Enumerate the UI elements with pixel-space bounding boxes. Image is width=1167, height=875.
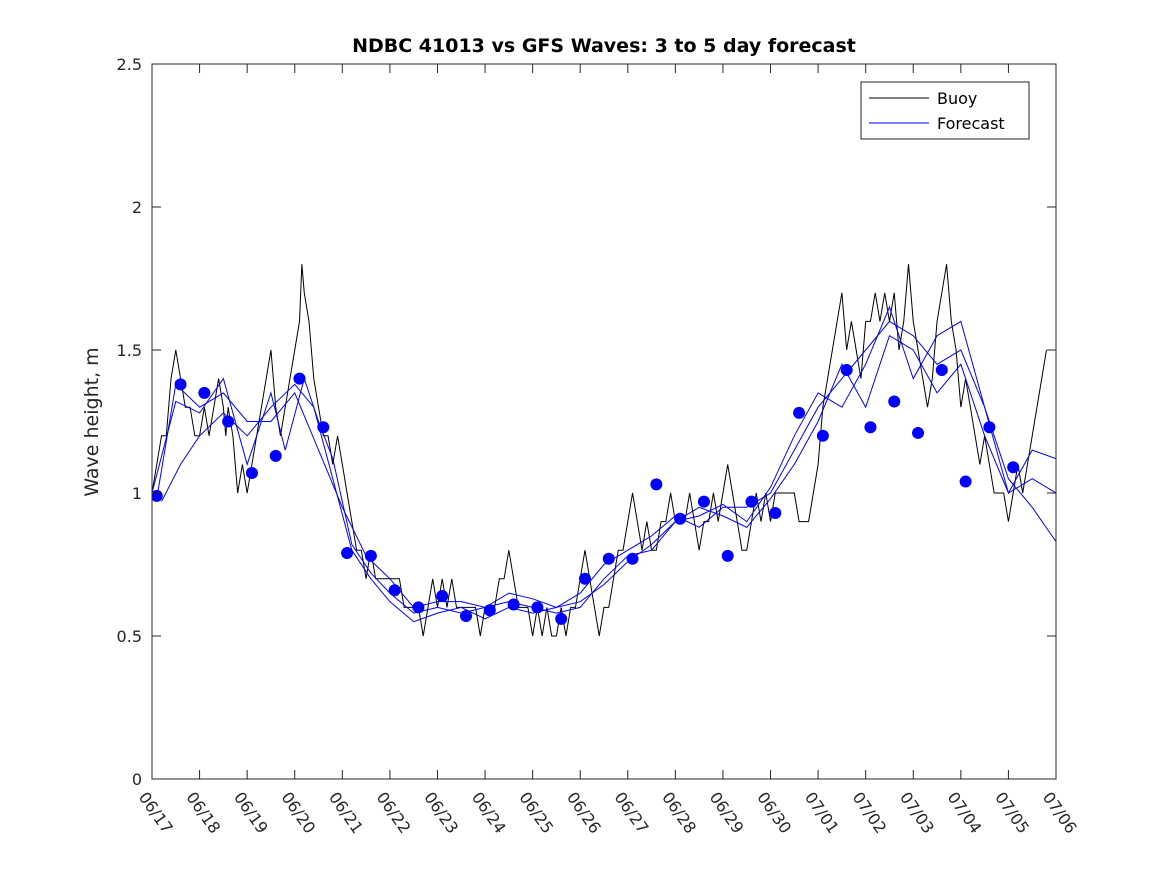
forecast-series-line-1 xyxy=(152,334,1056,614)
forecast-marker-32 xyxy=(912,426,925,439)
forecast-marker-9 xyxy=(364,549,377,562)
y-tick-label-2: 1 xyxy=(132,484,142,503)
y-axis-label: Wave height, m xyxy=(81,347,103,496)
forecast-marker-2 xyxy=(198,386,211,399)
forecast-marker-4 xyxy=(245,466,258,479)
forecast-series-line-3 xyxy=(156,305,1056,608)
y-tick-label-3: 1.5 xyxy=(117,341,142,360)
forecast-marker-8 xyxy=(341,547,354,560)
forecast-marker-17 xyxy=(555,612,568,625)
forecast-marker-29 xyxy=(840,364,853,377)
forecast-marker-18 xyxy=(578,572,591,585)
y-tick-label-0: 0 xyxy=(132,770,142,789)
forecast-marker-0 xyxy=(152,489,163,502)
forecast-marker-5 xyxy=(269,449,282,462)
forecast-marker-28 xyxy=(816,429,829,442)
forecast-marker-21 xyxy=(650,478,663,491)
forecast-marker-1 xyxy=(174,378,187,391)
buoy-series-line xyxy=(152,264,1047,637)
forecast-marker-7 xyxy=(317,421,330,434)
forecast-marker-31 xyxy=(888,395,901,408)
forecast-marker-20 xyxy=(626,552,639,565)
forecast-marker-12 xyxy=(436,589,449,602)
forecast-marker-26 xyxy=(769,507,782,520)
forecast-series-line-2 xyxy=(161,320,1056,623)
forecast-marker-23 xyxy=(697,495,710,508)
y-tick-label-4: 2 xyxy=(132,198,142,217)
forecast-marker-27 xyxy=(793,406,806,419)
forecast-marker-36 xyxy=(1007,461,1020,474)
forecast-marker-22 xyxy=(674,512,687,525)
forecast-marker-35 xyxy=(983,421,996,434)
plot-area xyxy=(152,264,1056,637)
forecast-marker-10 xyxy=(388,584,401,597)
forecast-marker-11 xyxy=(412,601,425,614)
chart-title: NDBC 41013 vs GFS Waves: 3 to 5 day fore… xyxy=(352,35,856,57)
forecast-marker-16 xyxy=(531,601,544,614)
forecast-marker-3 xyxy=(222,415,235,428)
y-tick-label-5: 2.5 xyxy=(117,55,142,74)
forecast-marker-33 xyxy=(935,364,948,377)
forecast-marker-19 xyxy=(602,552,615,565)
axes-frame xyxy=(151,63,1057,780)
legend-box xyxy=(860,81,1030,140)
forecast-marker-15 xyxy=(507,598,520,611)
y-tick-label-1: 0.5 xyxy=(117,627,142,646)
forecast-marker-25 xyxy=(745,495,758,508)
legend-buoy-label: Buoy xyxy=(937,89,977,108)
forecast-marker-14 xyxy=(483,604,496,617)
forecast-marker-24 xyxy=(721,549,734,562)
forecast-marker-34 xyxy=(959,475,972,488)
forecast-marker-6 xyxy=(293,372,306,385)
legend-forecast-label: Forecast xyxy=(937,114,1005,133)
legend: Buoy Forecast xyxy=(860,81,1030,140)
forecast-marker-13 xyxy=(460,609,473,622)
forecast-marker-30 xyxy=(864,421,877,434)
